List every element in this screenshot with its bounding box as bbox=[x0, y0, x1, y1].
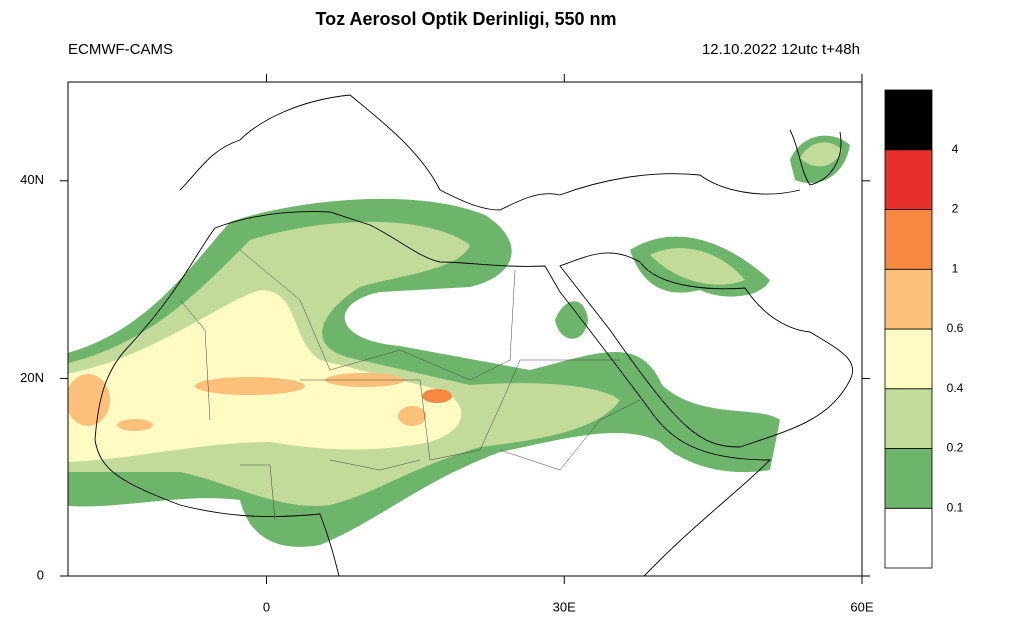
aod-area bbox=[800, 142, 842, 167]
colorbar-box bbox=[884, 268, 933, 330]
subtitle-right: 12.10.2022 12utc t+48h bbox=[702, 41, 860, 58]
colorbar-box bbox=[884, 388, 933, 449]
x-tick-label: 30E bbox=[553, 599, 576, 614]
x-tick-label: 60E bbox=[850, 599, 873, 614]
x-tick-label: 0 bbox=[263, 599, 270, 614]
colorbar-label: 2 bbox=[952, 202, 959, 216]
colorbar-box bbox=[884, 209, 933, 270]
coastline bbox=[789, 129, 842, 186]
colorbar-box bbox=[884, 507, 933, 569]
aod-area bbox=[68, 290, 462, 462]
title: Toz Aerosol Optik Derinligi, 550 nm bbox=[315, 9, 616, 29]
coastline bbox=[559, 252, 853, 448]
colorbar-box bbox=[884, 89, 933, 151]
aod-area bbox=[650, 248, 745, 285]
colorbar-label: 1 bbox=[952, 261, 959, 275]
colorbar-label: 0.4 bbox=[947, 381, 964, 395]
colorbar-box bbox=[884, 328, 933, 390]
colorbar-label: 0.1 bbox=[947, 500, 964, 514]
colorbar-label: 0.6 bbox=[947, 321, 964, 335]
aod-area bbox=[195, 377, 305, 395]
y-tick-label: 0 bbox=[37, 567, 44, 582]
colorbar-label: 0.2 bbox=[947, 441, 964, 455]
map-area bbox=[68, 94, 853, 576]
coastline bbox=[179, 94, 801, 211]
subtitle-left: ECMWF-CAMS bbox=[68, 41, 173, 58]
border bbox=[179, 249, 641, 521]
aod-area bbox=[422, 389, 452, 403]
coastline bbox=[94, 227, 340, 576]
colorbar-box bbox=[884, 149, 933, 210]
colorbar-label: 4 bbox=[952, 142, 959, 156]
colorbar-box bbox=[884, 448, 933, 509]
aod-area bbox=[68, 374, 110, 426]
aod-area bbox=[117, 419, 153, 431]
aod-area bbox=[555, 301, 588, 339]
map-frame bbox=[67, 81, 863, 577]
aod-area bbox=[398, 406, 426, 426]
coastline bbox=[214, 211, 772, 576]
y-tick-label: 20N bbox=[20, 370, 44, 385]
y-tick-label: 40N bbox=[20, 172, 44, 187]
